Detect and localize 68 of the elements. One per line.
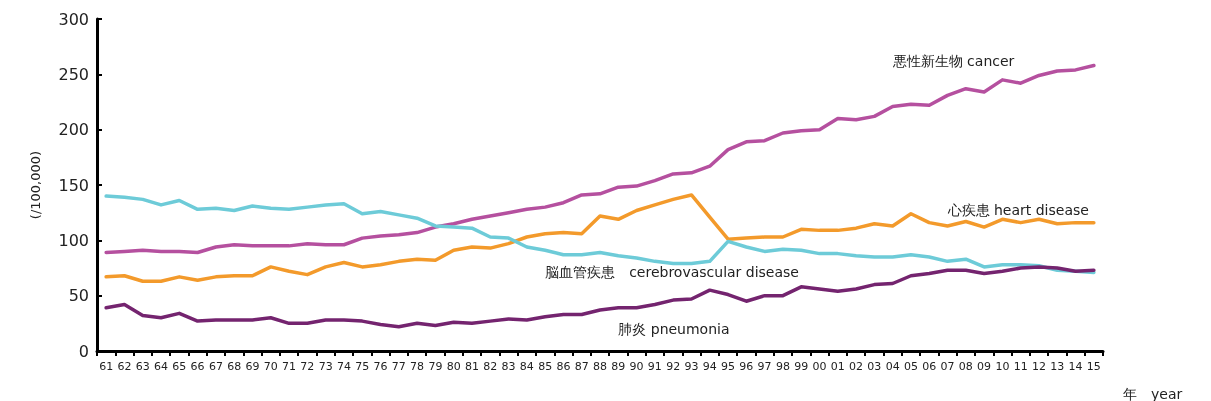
series-label: 肺炎 pneumonia [618,320,730,337]
x-tick-label: 88 [593,360,607,373]
y-tick-label: 250 [58,64,89,84]
x-tick-label: 94 [702,360,717,373]
x-tick-label: 98 [775,360,790,373]
x-tick-label: 66 [190,360,205,373]
x-tick-label: 72 [300,360,315,373]
y-tick-label: 0 [78,341,89,361]
x-tick-label: 82 [483,360,498,373]
x-tick-label: 06 [922,360,937,373]
x-tick-label: 85 [538,360,553,373]
y-tick-label: 200 [58,120,89,140]
x-tick-label: 93 [684,360,699,373]
x-tick-label: 69 [245,360,260,373]
x-tick-label: 92 [666,360,681,373]
x-tick-label: 91 [647,360,662,373]
y-axis-title: (/100,000) [28,150,43,220]
x-tick-label: 77 [391,360,406,373]
x-tick-label: 75 [355,360,370,373]
x-tick-label: 61 [99,360,114,373]
x-tick-label: 70 [263,360,278,373]
x-tick-label: 89 [611,360,626,373]
x-tick-label: 90 [629,360,644,373]
x-tick-label: 02 [849,360,864,373]
series-label: 悪性新生物 cancer [891,53,1015,70]
x-tick-label: 09 [977,360,992,373]
x-tick-label: 05 [903,360,918,373]
x-tick-label: 76 [373,360,388,373]
x-tick-label: 00 [812,360,827,373]
x-tick-label: 80 [446,360,461,373]
x-tick-label: 14 [1068,360,1083,373]
x-tick-label: 12 [1031,360,1046,373]
x-tick-label: 71 [282,360,297,373]
y-tick-label: 100 [58,230,89,250]
x-tick-label: 68 [227,360,242,373]
x-tick-label: 86 [556,360,571,373]
x-tick-label: 67 [208,360,223,373]
x-tick-label: 78 [410,360,425,373]
series-label: 脳血管疾患 cerebrovascular disease [545,264,799,281]
x-tick-label: 64 [154,360,169,373]
x-tick-label: 73 [318,360,333,373]
x-tick-label: 10 [995,360,1010,373]
x-tick-label: 79 [428,360,443,373]
x-tick-label: 62 [117,360,132,373]
x-tick-label: 13 [1050,360,1065,373]
x-tick-label: 04 [885,360,900,373]
x-tick-label: 11 [1013,360,1028,373]
x-axis-title: 年 year [1123,386,1183,401]
x-tick-label: 74 [336,360,351,373]
x-tick-label: 07 [940,360,955,373]
x-tick-label: 97 [757,360,772,373]
x-tick-label: 95 [721,360,736,373]
y-tick-label: 150 [58,175,89,195]
x-tick-label: 87 [574,360,589,373]
x-tick-label: 81 [464,360,479,373]
x-tick-label: 65 [172,360,187,373]
x-tick-label: 03 [867,360,882,373]
x-tick-label: 84 [519,360,534,373]
series-label: 心疾患 heart disease [946,202,1089,219]
x-tick-label: 01 [830,360,845,373]
x-tick-label: 63 [135,360,150,373]
x-tick-label: 83 [501,360,516,373]
x-tick-label: 08 [958,360,973,373]
x-tick-label: 96 [739,360,754,373]
x-tick-label: 99 [794,360,809,373]
y-tick-label: 50 [68,286,89,306]
x-tick-label: 15 [1086,360,1101,373]
y-tick-label: 300 [58,9,89,29]
